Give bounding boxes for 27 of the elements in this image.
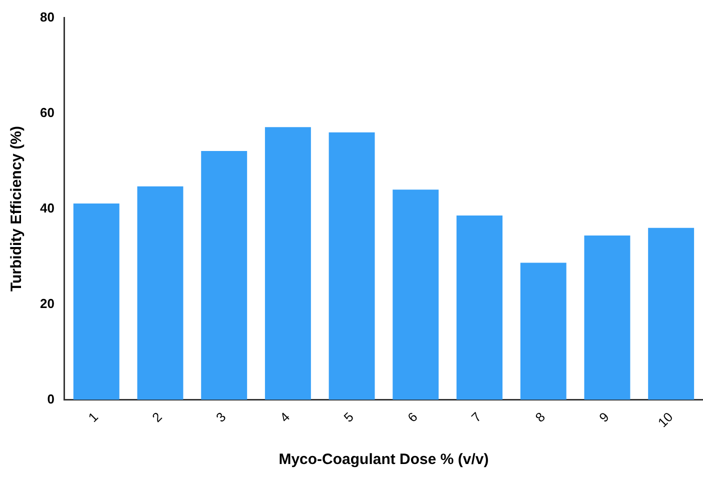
bar: [328, 132, 375, 400]
bar: [648, 228, 694, 400]
x-tick-label: 3: [213, 409, 229, 426]
x-tick-label: 10: [654, 409, 676, 430]
bar: [73, 204, 120, 400]
x-tick-label: 2: [149, 409, 165, 426]
y-axis-title: Turbidity Efficiency (%): [8, 126, 26, 292]
x-tick-label: 5: [340, 409, 356, 426]
y-tick-label: 80: [40, 9, 54, 24]
x-tick-label: 1: [85, 409, 102, 426]
bar: [264, 127, 311, 400]
bar: [201, 151, 248, 400]
y-tick-label: 60: [40, 104, 54, 120]
bar: [392, 190, 439, 400]
y-tick-label: 20: [40, 296, 54, 311]
x-tick-label: 4: [276, 409, 293, 426]
x-tick-label: 9: [596, 409, 612, 426]
x-tick-label: 8: [532, 409, 548, 426]
x-tick-label: 6: [404, 409, 420, 426]
y-tick-label: 0: [47, 391, 54, 406]
x-tick-label: 7: [468, 409, 484, 426]
x-axis-title: Myco-Coagulant Dose % (v/v): [278, 451, 489, 468]
bar: [456, 215, 502, 400]
bar: [137, 186, 184, 400]
bar: [584, 236, 630, 400]
bar: [520, 262, 566, 400]
y-tick-label: 40: [40, 200, 54, 216]
